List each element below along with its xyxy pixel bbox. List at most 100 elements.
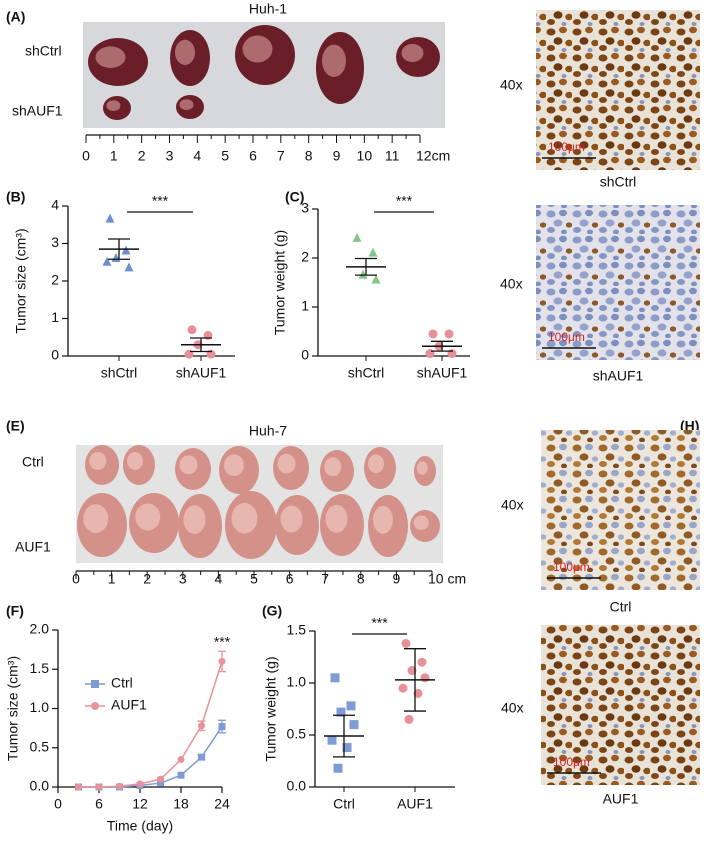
x-tick-label: shAUF1 <box>417 365 468 381</box>
ihc-image <box>541 430 700 590</box>
ruler-label: 11 <box>385 148 400 164</box>
data-point <box>198 753 205 761</box>
panel-label: (H) <box>680 418 699 434</box>
significance: *** <box>152 193 169 209</box>
y-tick-label: 2 <box>301 249 309 265</box>
ruler-label: 0 <box>82 148 90 164</box>
x-tick-label: shAUF1 <box>176 365 227 381</box>
data-point <box>336 707 346 717</box>
tumor-highlight <box>179 455 198 475</box>
data-point <box>157 779 164 787</box>
y-tick-label: 3 <box>51 234 59 250</box>
y-tick-label: 0.5 <box>287 726 307 742</box>
data-point <box>349 720 359 730</box>
tumor-highlight <box>322 44 346 77</box>
image-caption: shCtrl <box>600 174 637 190</box>
y-tick-label: 1 <box>51 309 59 325</box>
data-point <box>95 783 103 791</box>
ruler-label: 6 <box>249 148 257 164</box>
x-tick-label: 18 <box>173 796 189 812</box>
legend-label: AUF1 <box>111 697 147 713</box>
tumor-highlight <box>373 505 393 534</box>
data-point <box>187 325 197 335</box>
data-point <box>371 274 381 284</box>
data-point <box>177 771 185 779</box>
row-label: shCtrl <box>25 43 62 59</box>
tumor-highlight <box>324 457 342 477</box>
magnification: 40x <box>501 700 524 716</box>
tumor-highlight <box>95 46 126 68</box>
y-tick-label: 0 <box>301 347 309 363</box>
y-tick-label: 0.0 <box>30 778 50 794</box>
panel-label: (A) <box>6 9 25 25</box>
y-tick-label: 1.5 <box>287 622 307 638</box>
data-point <box>447 349 457 359</box>
ruler-label: 2 <box>143 571 151 587</box>
ruler-label: 7 <box>321 571 329 587</box>
data-point <box>116 782 123 790</box>
scale-bar-label: 100μm <box>553 755 590 769</box>
ruler-label: 9 <box>333 148 341 164</box>
data-point <box>420 673 430 683</box>
ruler-label: 4 <box>193 148 201 164</box>
row-label: AUF1 <box>15 539 51 555</box>
x-tick-label: 12 <box>132 796 148 812</box>
data-point <box>346 701 356 711</box>
ruler-label: 3 <box>179 571 187 587</box>
panel-label: (C) <box>285 189 304 205</box>
y-axis-label: Tumor size (cm³) <box>5 656 21 761</box>
photo-title: Huh-7 <box>249 423 287 439</box>
tumor-highlight <box>401 44 424 62</box>
data-point <box>404 714 414 724</box>
ruler-label: 8 <box>305 148 313 164</box>
tumor-highlight <box>242 35 273 63</box>
scale-bar-label: 100μm <box>553 560 590 574</box>
y-tick-label: 0 <box>51 347 59 363</box>
panel-label: (B) <box>6 189 25 205</box>
scale-bar-label: 100μm <box>548 330 585 344</box>
image-caption: shAUF1 <box>593 368 644 384</box>
row-label: shAUF1 <box>12 103 63 119</box>
ruler-label: 5 <box>221 148 229 164</box>
data-point <box>177 756 185 764</box>
legend-label: Ctrl <box>111 675 133 691</box>
y-axis-label: Tumor weight (g) <box>272 230 288 335</box>
tumor-highlight <box>127 452 143 470</box>
data-point <box>413 688 423 698</box>
tumor-highlight <box>179 99 194 110</box>
data-point <box>218 657 226 665</box>
y-tick-label: 0.0 <box>287 778 307 794</box>
ruler-label: 3 <box>166 148 174 164</box>
tumor-highlight <box>368 454 384 474</box>
ihc-image <box>541 625 700 785</box>
y-tick-label: 1.0 <box>30 699 50 715</box>
x-axis-label: Time (day) <box>107 818 173 834</box>
tumor-highlight <box>416 461 428 475</box>
ruler-label: 1 <box>108 571 116 587</box>
y-tick-label: 3 <box>301 200 309 216</box>
data-point <box>401 638 411 648</box>
data-point <box>124 262 134 272</box>
tumor-highlight <box>231 502 258 534</box>
ruler-label: 6 <box>286 571 294 587</box>
x-tick-label: shCtrl <box>348 365 385 381</box>
x-tick-label: 6 <box>95 796 103 812</box>
ihc-image <box>536 205 700 360</box>
data-point <box>425 349 435 359</box>
tumor-highlight <box>277 453 296 474</box>
y-axis-label: Tumor weight (g) <box>263 656 279 761</box>
data-point <box>417 657 427 667</box>
x-tick-label: shCtrl <box>101 365 138 381</box>
panel-label: (G) <box>262 603 282 619</box>
data-point <box>327 735 337 745</box>
panel-label: (E) <box>6 418 25 434</box>
data-point <box>218 723 226 731</box>
ruler-label: 1 <box>110 148 118 164</box>
ruler-label: 10 cm <box>428 571 466 587</box>
data-point <box>398 683 408 693</box>
tumor-highlight <box>83 504 109 533</box>
ruler-label: 8 <box>357 571 365 587</box>
data-point <box>444 329 454 339</box>
